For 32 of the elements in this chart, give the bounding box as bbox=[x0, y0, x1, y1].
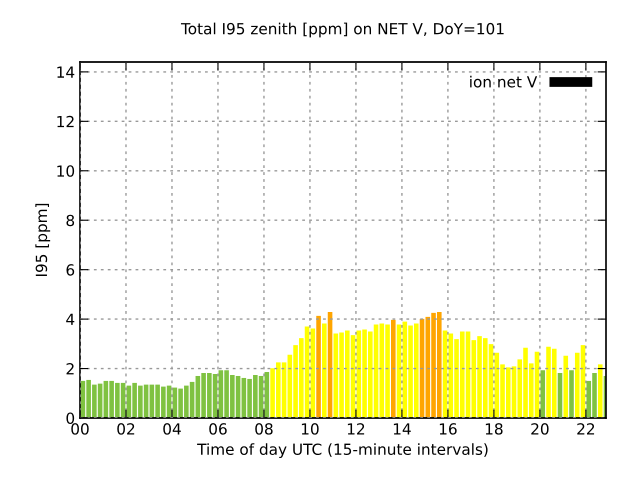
x-tick-label: 20 bbox=[531, 423, 549, 435]
x-tick-label: 00 bbox=[71, 423, 89, 435]
y-tick-label: 8 bbox=[66, 214, 74, 226]
x-tick-label: 14 bbox=[394, 423, 411, 434]
x-tick-label: 02 bbox=[117, 423, 134, 435]
y-tick-label: 0 bbox=[66, 412, 74, 424]
x-axis-title: Time of day UTC (15-minute intervals) bbox=[197, 443, 488, 458]
y-tick-label: 14 bbox=[57, 66, 74, 78]
x-tick-label: 22 bbox=[577, 423, 594, 434]
y-axis-title: I95 [ppm] bbox=[35, 204, 50, 276]
bar bbox=[322, 324, 327, 418]
bar bbox=[563, 356, 568, 418]
x-tick-label: 12 bbox=[348, 423, 364, 434]
y-tick-label: 12 bbox=[57, 116, 74, 128]
bar bbox=[558, 373, 562, 418]
bar bbox=[569, 370, 574, 418]
text: ion net V bbox=[470, 76, 538, 88]
x-tick-label: 10 bbox=[302, 423, 319, 435]
x-tick-label: 04 bbox=[163, 423, 181, 435]
x-tick-label: 06 bbox=[209, 423, 227, 435]
y-tick-label: 4 bbox=[66, 314, 74, 325]
chart-title: Total I95 zenith [ppm] on NET V, DoY=101 bbox=[180, 22, 504, 38]
x-tick-label: 18 bbox=[486, 423, 503, 435]
x-tick-label: 08 bbox=[255, 423, 273, 435]
x-tick-label: 16 bbox=[440, 423, 457, 435]
y-tick-label: 2 bbox=[66, 363, 74, 374]
bar bbox=[540, 370, 546, 418]
y-tick-label: 6 bbox=[66, 264, 74, 276]
y-tick-label: 10 bbox=[57, 165, 74, 177]
bar bbox=[316, 316, 321, 418]
bar bbox=[391, 320, 396, 418]
bar bbox=[328, 312, 332, 418]
